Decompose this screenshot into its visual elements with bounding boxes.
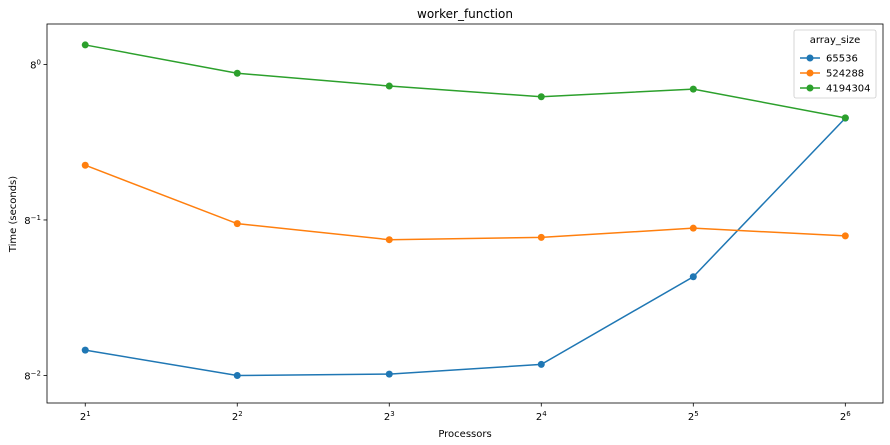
y-tick-label: 8−2 — [24, 369, 41, 382]
data-point-65536 — [233, 372, 241, 380]
series-line-524288 — [84, 164, 846, 241]
series-line-65536 — [85, 117, 846, 377]
data-point-4194304 — [385, 82, 393, 90]
legend-label-65536: 65536 — [826, 54, 858, 65]
x-tick-label: 23 — [384, 410, 395, 423]
data-point-524288 — [537, 233, 545, 241]
data-point-524288 — [689, 224, 697, 232]
data-point-524288 — [81, 161, 89, 169]
y-axis-label: Time (seconds) — [8, 176, 19, 253]
axes-frame — [46, 23, 884, 404]
data-point-524288 — [385, 236, 393, 244]
data-point-4194304 — [537, 93, 545, 101]
data-point-4194304 — [841, 114, 849, 122]
data-point-4194304 — [81, 41, 89, 49]
legend-label-524288: 524288 — [826, 69, 864, 80]
data-point-524288 — [233, 220, 241, 228]
legend-marker-4194304 — [806, 84, 814, 92]
data-point-65536 — [385, 370, 393, 378]
data-point-65536 — [537, 360, 545, 368]
data-point-4194304 — [689, 85, 697, 93]
y-tick-label: 8−1 — [24, 214, 41, 227]
x-tick-label: 22 — [232, 410, 243, 423]
x-tick-label: 21 — [80, 410, 91, 423]
legend-frame — [793, 29, 877, 99]
legend-label-4194304: 4194304 — [826, 84, 871, 95]
y-tick-label: 80 — [30, 59, 41, 72]
data-point-524288 — [841, 232, 849, 240]
series-line-4194304 — [85, 44, 846, 119]
legend-marker-524288 — [806, 69, 814, 77]
legend: array_size 65536 524288 4194304 — [793, 29, 877, 99]
data-point-65536 — [689, 273, 697, 281]
x-tick-label: 26 — [840, 410, 851, 423]
legend-marker-65536 — [806, 54, 814, 62]
data-point-65536 — [81, 346, 89, 354]
x-tick-label: 25 — [688, 410, 699, 423]
legend-title: array_size — [810, 35, 861, 46]
chart-title: worker_function — [417, 7, 513, 21]
data-point-4194304 — [233, 69, 241, 77]
x-tick-label: 24 — [536, 410, 547, 423]
x-axis-label: Processors — [438, 429, 491, 440]
